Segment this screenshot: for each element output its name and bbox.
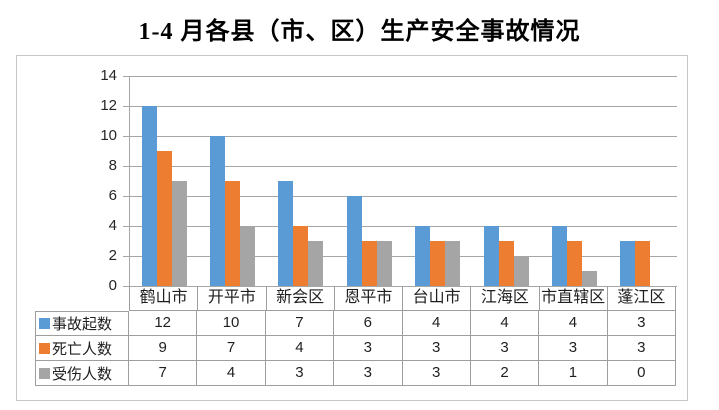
bar-事故起数-蓬江区	[620, 241, 636, 286]
bar-受伤人数-恩平市	[376, 241, 392, 286]
value-cell: 9	[129, 336, 198, 361]
legend-label: 死亡人数	[52, 340, 113, 358]
bar-事故起数-市直辖区	[551, 226, 567, 286]
y-axis-tick	[123, 256, 129, 257]
gridline	[130, 136, 677, 137]
legend-swatch-icon	[39, 367, 50, 379]
y-axis-label: 10	[100, 127, 117, 144]
chart-box: 0 2 4 6 8 10 12 14 鹤山市 开平市 新会区 恩平市 台山市 江海区 市直辖区…	[16, 55, 688, 401]
value-cell: 6	[334, 311, 403, 336]
gridline	[130, 226, 677, 227]
legend-label: 事故起数	[52, 316, 113, 333]
bar-事故起数-恩平市	[346, 196, 362, 286]
gridline	[130, 76, 677, 77]
gridline	[130, 106, 677, 107]
category-header-cell: 蓬江区	[607, 286, 676, 311]
legend-cell-deaths: 死亡人数	[35, 336, 129, 361]
bar-受伤人数-江海区	[513, 256, 529, 286]
value-cell: 12	[129, 311, 198, 336]
bar-事故起数-开平市	[210, 136, 226, 286]
y-axis-label: 4	[108, 217, 117, 234]
value-cell: 3	[607, 311, 676, 336]
bar-事故起数-江海区	[483, 226, 499, 286]
bar-死亡人数-恩平市	[361, 241, 377, 286]
legend-label: 受伤人数	[52, 365, 113, 383]
value-cell: 3	[470, 336, 540, 361]
category-header-cell: 恩平市	[334, 286, 403, 311]
bar-受伤人数-市直辖区	[581, 271, 597, 286]
category-header-cell: 新会区	[266, 286, 335, 311]
value-cell: 4	[197, 361, 266, 386]
y-axis-tick	[123, 196, 129, 197]
y-axis-label: 6	[108, 187, 117, 204]
value-cell: 10	[197, 311, 266, 336]
value-cell: 7	[265, 311, 335, 336]
category-header-cell: 鹤山市	[130, 286, 199, 311]
category-header-cell: 江海区	[471, 286, 540, 311]
table-row-accidents: 事故起数 12 10 7 6 4 4 4 3	[35, 311, 676, 336]
bar-死亡人数-鹤山市	[156, 151, 172, 286]
value-cell: 7	[197, 336, 266, 361]
y-axis-label: 2	[108, 247, 117, 264]
y-axis-label: 12	[100, 97, 117, 114]
bar-死亡人数-新会区	[293, 226, 309, 286]
value-cell: 3	[607, 336, 676, 361]
value-cell: 3	[402, 361, 471, 386]
category-header-row: 鹤山市 开平市 新会区 恩平市 台山市 江海区 市直辖区 蓬江区	[129, 286, 676, 311]
chart-title: 1-4 月各县（市、区）生产安全事故情况	[138, 19, 581, 45]
legend-cell-injuries: 受伤人数	[35, 361, 129, 386]
category-header-cell: 开平市	[198, 286, 267, 311]
y-axis-tick	[123, 166, 129, 167]
y-axis-tick	[123, 76, 129, 77]
value-cell: 3	[334, 336, 403, 361]
bar-事故起数-台山市	[415, 226, 431, 286]
bar-受伤人数-鹤山市	[171, 181, 187, 286]
gridline	[130, 286, 677, 287]
legend-swatch-icon	[39, 318, 50, 329]
value-cell: 1	[539, 361, 608, 386]
bar-死亡人数-开平市	[225, 181, 241, 286]
bar-死亡人数-台山市	[430, 241, 446, 286]
bar-受伤人数-台山市	[445, 241, 461, 286]
bar-死亡人数-蓬江区	[635, 241, 651, 286]
value-cell: 4	[470, 311, 540, 336]
bar-事故起数-新会区	[278, 181, 294, 286]
value-cell: 3	[265, 361, 335, 386]
value-cell: 3	[334, 361, 403, 386]
category-header-cell: 市直辖区	[539, 286, 608, 311]
value-cell: 4	[265, 336, 335, 361]
value-cell: 2	[470, 361, 540, 386]
bar-事故起数-鹤山市	[141, 106, 157, 286]
legend-cell-accidents: 事故起数	[35, 311, 129, 336]
value-cell: 4	[539, 311, 608, 336]
bar-死亡人数-江海区	[498, 241, 514, 286]
value-cell: 3	[402, 336, 471, 361]
bar-死亡人数-市直辖区	[566, 241, 582, 286]
legend-swatch-icon	[39, 342, 50, 354]
y-axis-label: 14	[100, 67, 117, 84]
gridline	[130, 196, 677, 197]
plot-area	[123, 76, 677, 287]
category-header-cell: 台山市	[403, 286, 472, 311]
y-axis-tick	[123, 106, 129, 107]
y-axis-tick	[123, 226, 129, 227]
value-cell: 7	[129, 361, 198, 386]
y-axis-label: 0	[108, 277, 117, 294]
y-axis-tick	[123, 136, 129, 137]
gridline	[130, 256, 677, 257]
table-row-injuries: 受伤人数 7 4 3 3 3 2 1 0	[35, 361, 676, 386]
y-axis-label: 8	[108, 157, 117, 174]
y-axis-tick	[123, 286, 129, 287]
value-cell: 3	[539, 336, 608, 361]
value-cell: 4	[402, 311, 471, 336]
value-cell: 0	[607, 361, 676, 386]
gridline	[130, 166, 677, 167]
bar-受伤人数-新会区	[308, 241, 324, 286]
bar-受伤人数-开平市	[240, 226, 256, 286]
table-row-deaths: 死亡人数 9 7 4 3 3 3 3 3	[35, 336, 676, 361]
